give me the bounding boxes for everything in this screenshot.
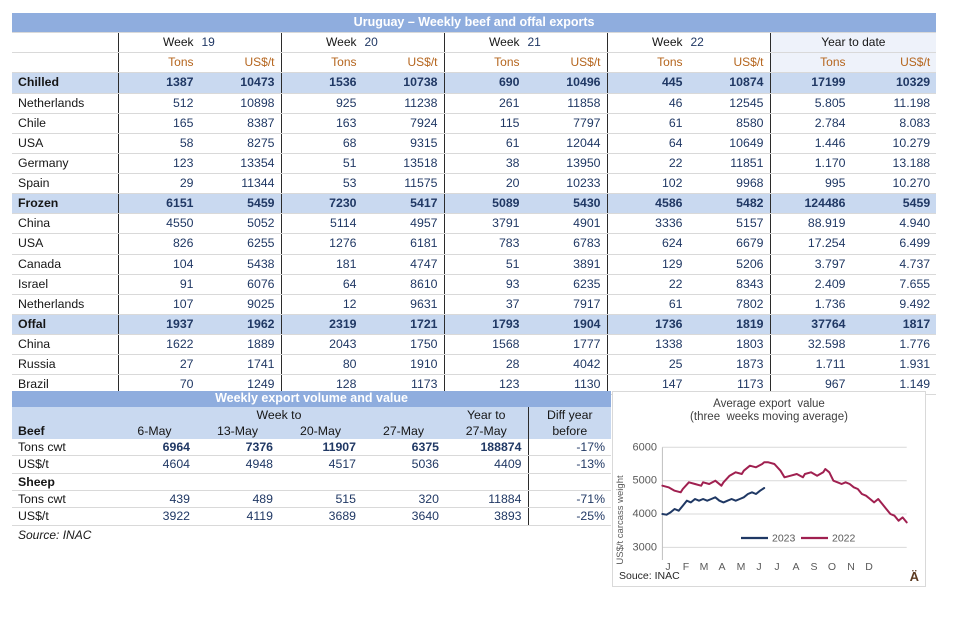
svg-text:J: J — [756, 561, 761, 573]
svg-text:2023: 2023 — [772, 533, 796, 545]
svg-text:M: M — [737, 561, 746, 573]
svg-text:3000: 3000 — [633, 541, 657, 553]
svg-text:A: A — [792, 561, 799, 573]
svg-text:J: J — [774, 561, 779, 573]
svg-text:O: O — [828, 561, 836, 573]
svg-text:F: F — [683, 561, 689, 573]
svg-text:D: D — [865, 561, 873, 573]
svg-text:2022: 2022 — [832, 533, 856, 545]
svg-text:4000: 4000 — [633, 508, 657, 520]
svg-text:6000: 6000 — [633, 441, 657, 453]
svg-text:US$/t carcass weight: US$/t carcass weight — [615, 475, 626, 565]
svg-text:5000: 5000 — [633, 475, 657, 487]
svg-text:A: A — [718, 561, 725, 573]
svg-text:M: M — [700, 561, 709, 573]
svg-text:N: N — [847, 561, 855, 573]
svg-text:S: S — [810, 561, 817, 573]
